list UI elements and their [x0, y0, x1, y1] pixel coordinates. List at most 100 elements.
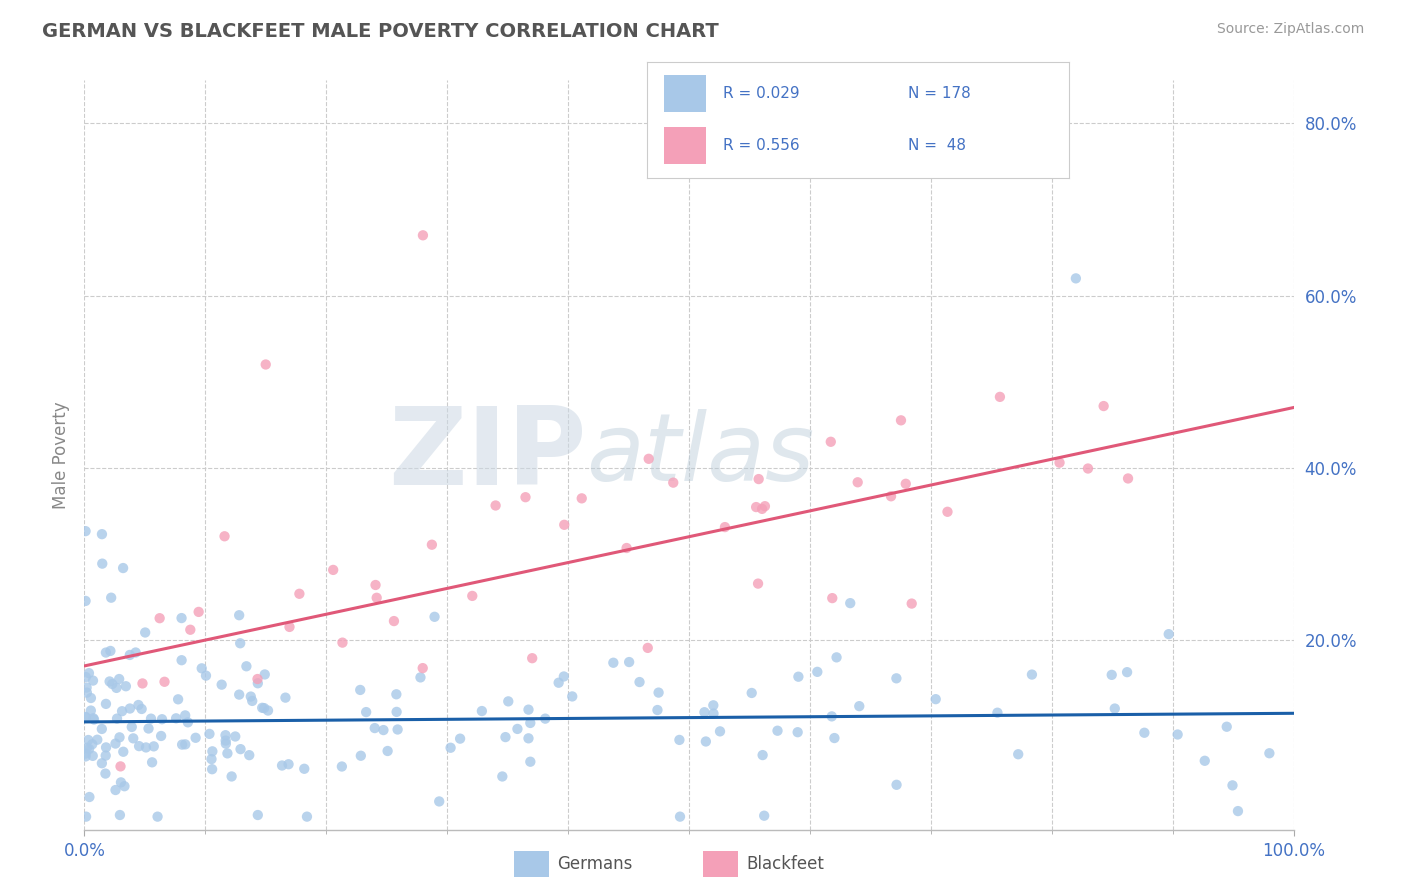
Point [668, 733, 690, 747]
Point [1104, 701, 1126, 715]
Point [82, 711, 104, 725]
Point [200, 752, 222, 766]
Point [108, 731, 131, 745]
Point [215, 737, 238, 751]
Point [364, 578, 387, 592]
Point [75, 594, 97, 608]
Point [254, 358, 277, 372]
Point [139, 712, 162, 726]
Point [484, 499, 506, 513]
Point [745, 500, 768, 514]
Point [1194, 754, 1216, 768]
Point [1101, 668, 1123, 682]
Point [221, 769, 243, 783]
Point [214, 529, 236, 543]
Point [94, 740, 117, 755]
Point [288, 587, 311, 601]
Point [821, 591, 844, 606]
Point [1258, 746, 1281, 760]
Point [427, 794, 450, 808]
Point [104, 783, 127, 797]
Point [174, 708, 197, 723]
Point [211, 678, 233, 692]
Text: atlas: atlas [586, 409, 814, 500]
Point [517, 703, 540, 717]
Point [522, 651, 544, 665]
Point [94, 646, 117, 660]
Point [364, 721, 387, 735]
Point [517, 731, 540, 746]
Point [1133, 725, 1156, 739]
Point [246, 808, 269, 822]
Point [131, 702, 153, 716]
Point [387, 723, 409, 737]
Point [91, 557, 114, 571]
Point [439, 740, 461, 755]
Point [112, 745, 135, 759]
Point [1092, 399, 1115, 413]
Point [82, 737, 104, 751]
Point [886, 671, 908, 685]
Point [900, 597, 922, 611]
Point [80, 691, 103, 706]
Point [127, 698, 149, 712]
Point [271, 758, 294, 772]
Point [257, 704, 280, 718]
Text: ZIP: ZIP [388, 402, 586, 508]
Point [75, 670, 97, 684]
Point [571, 491, 593, 506]
Point [246, 676, 269, 690]
Point [886, 778, 908, 792]
Point [75, 710, 97, 724]
Point [820, 434, 842, 449]
Point [1116, 471, 1139, 485]
Point [821, 709, 844, 723]
Point [839, 596, 862, 610]
Point [332, 635, 354, 649]
Point [77, 666, 100, 681]
Point [94, 697, 117, 711]
Point [506, 722, 529, 736]
Point [409, 670, 432, 684]
Point [823, 731, 845, 745]
Point [228, 608, 250, 623]
Bar [515, 851, 550, 877]
Point [561, 690, 583, 704]
Point [179, 623, 201, 637]
Point [250, 701, 273, 715]
Point [167, 692, 190, 706]
Text: Blackfeet: Blackfeet [747, 855, 824, 873]
Point [519, 755, 541, 769]
Point [235, 659, 257, 673]
Point [128, 739, 150, 753]
Point [754, 808, 776, 822]
Point [75, 524, 97, 538]
Bar [664, 128, 706, 164]
Point [121, 720, 143, 734]
Point [420, 538, 443, 552]
Point [253, 667, 276, 681]
Point [350, 748, 373, 763]
Point [94, 748, 117, 763]
Text: N = 178: N = 178 [908, 87, 972, 102]
Point [1049, 456, 1071, 470]
Point [292, 762, 315, 776]
Point [494, 730, 516, 744]
Point [806, 665, 828, 679]
Point [986, 706, 1008, 720]
Point [637, 640, 659, 655]
Point [1021, 667, 1043, 681]
Point [278, 620, 301, 634]
Point [1226, 804, 1249, 818]
Point [187, 605, 209, 619]
Point [751, 501, 773, 516]
Point [83, 713, 105, 727]
Point [277, 757, 299, 772]
Point [786, 725, 808, 739]
Point [86, 732, 108, 747]
Point [382, 614, 405, 628]
Point [702, 698, 724, 713]
Point [105, 681, 128, 695]
Point [224, 730, 246, 744]
Point [100, 644, 122, 658]
